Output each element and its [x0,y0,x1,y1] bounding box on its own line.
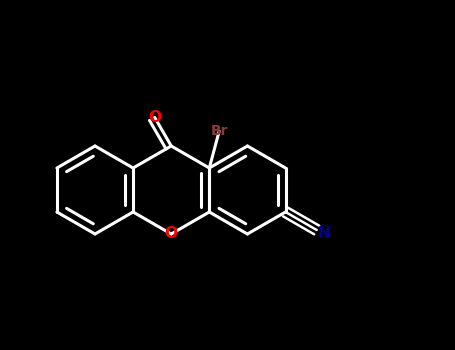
Text: Br: Br [210,124,228,138]
Text: N: N [317,226,330,242]
Text: O: O [165,226,178,242]
Text: O: O [148,110,161,125]
